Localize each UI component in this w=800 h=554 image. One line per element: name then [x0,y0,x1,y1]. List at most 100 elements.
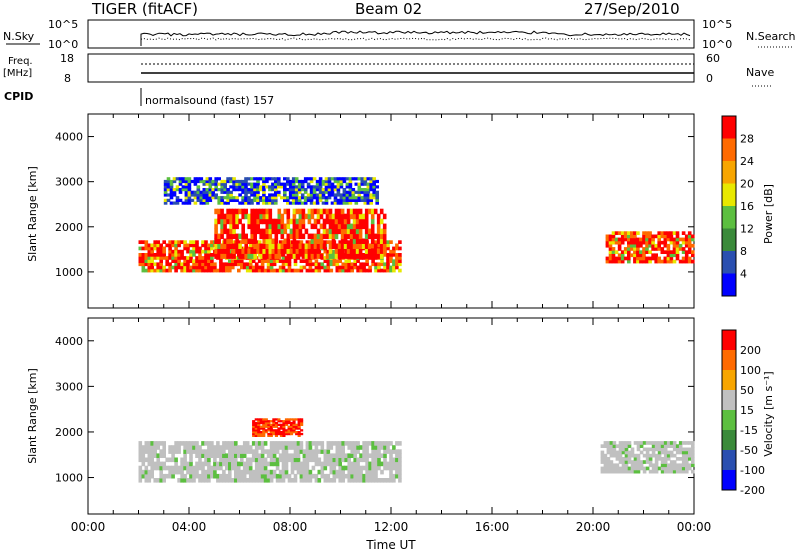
beam-title: Beam 02 [355,0,422,18]
range-cell [186,249,190,254]
range-cell [247,213,251,220]
range-cell [187,188,192,192]
range-cell [184,179,189,184]
range-cell [281,253,286,257]
range-cell [608,256,613,261]
range-cell [174,256,178,260]
range-cell [238,243,242,249]
range-cell [380,478,384,483]
range-cell [398,478,402,483]
range-cell [254,461,259,467]
range-cell [262,233,266,240]
range-cell [168,246,172,251]
range-cell [266,268,271,273]
range-cell [163,188,168,192]
range-cell [277,223,282,230]
colorbar-segment [722,251,736,274]
range-cell [620,234,625,239]
range-cell [234,262,238,267]
range-cell [256,228,260,235]
range-cell [313,243,318,249]
search-line [140,37,691,41]
range-cell [256,193,260,197]
range-cell [305,449,310,454]
range-cell [292,213,297,220]
range-cell [639,237,643,242]
range-cell [308,453,313,458]
range-cell [608,234,613,239]
range-cell [187,190,192,194]
range-cell [350,265,354,270]
range-cell [144,473,149,479]
range-cell [675,466,680,471]
range-cell [253,253,257,259]
range-cell [210,268,214,273]
range-cell [190,198,195,202]
range-cell [361,243,366,249]
range-cell [342,196,347,200]
range-cell [340,243,345,249]
range-cell [321,196,326,200]
range-cell [223,185,227,189]
range-cell [341,469,345,475]
range-cell [228,478,232,483]
range-cell [198,478,202,483]
range-cell [172,201,177,205]
range-cell [624,469,629,474]
range-cell [174,265,178,270]
range-cell [204,265,208,270]
range-cell [305,445,310,450]
range-cell [651,240,655,245]
range-cell [335,262,340,267]
range-cell [636,466,641,471]
range-cell [302,478,307,483]
range-cell [244,193,248,197]
range-cell [346,223,351,230]
range-cell [681,460,686,464]
range-cell [205,193,210,197]
range-cell [389,253,393,257]
range-cell [225,461,229,467]
range-cell [648,243,652,248]
range-cell [241,238,245,244]
range-cell [213,453,217,458]
range-cell [609,447,614,452]
range-cell [355,233,360,240]
range-cell [294,190,299,194]
range-cell [379,218,384,225]
range-cell [168,457,172,463]
range-cell [287,445,292,450]
range-cell [351,198,356,202]
range-cell [265,238,270,244]
range-cell [238,208,242,215]
range-cell [180,461,184,467]
range-cell [615,463,620,468]
range-cell [269,431,273,434]
range-cell [624,441,629,445]
range-cell [339,193,344,197]
colorbar-tick-label: 8 [740,245,747,258]
colorbar-segment [722,228,736,251]
range-cell [372,185,376,189]
range-cell [633,441,638,445]
range-cell [645,259,649,264]
range-cell [364,238,369,244]
range-cell [235,198,239,202]
range-cell [231,457,235,463]
range-cell [202,188,207,192]
range-cell [144,469,149,475]
range-cell [214,253,218,259]
range-cell [621,450,626,455]
range-cell [287,473,292,479]
range-cell [389,259,393,263]
range-cell [606,463,611,468]
range-cell [678,259,683,264]
range-cell [326,265,331,270]
range-cell [624,463,629,468]
range-cell [251,441,256,446]
range-cell [687,231,692,235]
range-cell [672,453,677,458]
range-cell [256,218,260,225]
range-cell [280,243,285,249]
range-cell [138,441,143,446]
